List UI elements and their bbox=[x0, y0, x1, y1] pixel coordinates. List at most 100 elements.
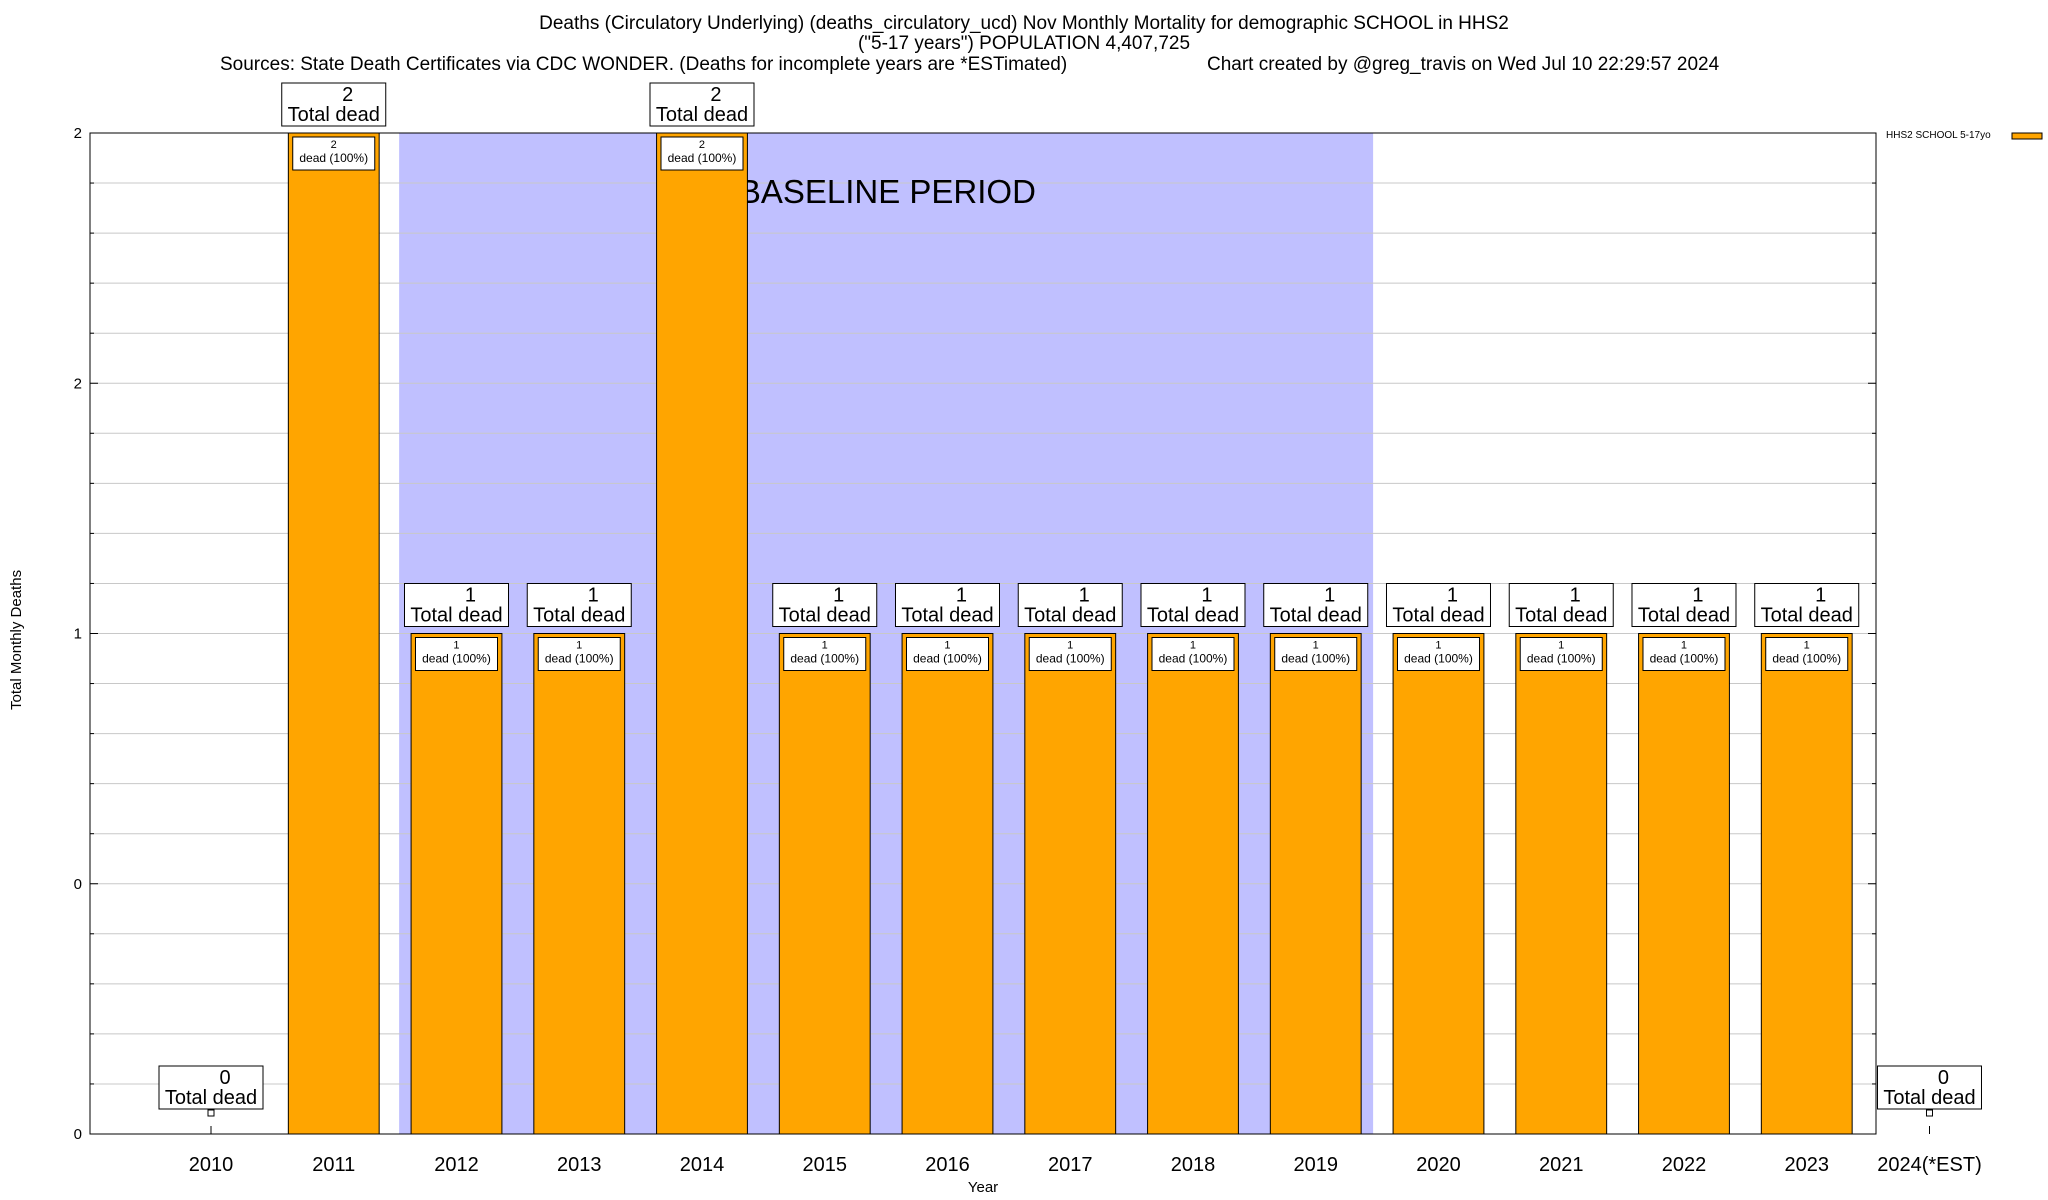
bar-data-label: dead (100%) bbox=[545, 652, 614, 666]
bar-data-label-box bbox=[1642, 637, 1726, 671]
total-label-box bbox=[1140, 583, 1246, 627]
bar bbox=[1515, 633, 1608, 1135]
baseline-period-label: BASELINE PERIOD bbox=[739, 173, 1036, 210]
x-tick-label: 2020 bbox=[1416, 1154, 1461, 1176]
bar-data-label: 1 bbox=[576, 640, 582, 652]
total-label-value: 1 bbox=[1570, 585, 1581, 607]
y-tick-label: 1 bbox=[74, 626, 82, 643]
bar bbox=[287, 132, 380, 1135]
bar bbox=[410, 633, 503, 1135]
total-label-box bbox=[772, 583, 878, 627]
x-tick-label: 2013 bbox=[557, 1154, 602, 1176]
x-tick-label: 2019 bbox=[1293, 1154, 1338, 1176]
total-label-text: Total dead bbox=[779, 605, 871, 627]
zero-marker bbox=[207, 1109, 215, 1117]
x-tick-label: 2022 bbox=[1662, 1154, 1707, 1176]
bar-data-label-box bbox=[660, 136, 744, 171]
y-tick-label: 2 bbox=[74, 125, 82, 142]
bar-data-label-box bbox=[414, 637, 498, 671]
total-label-box bbox=[1263, 583, 1369, 627]
total-label-text: Total dead bbox=[656, 104, 748, 126]
total-label-text: Total dead bbox=[1392, 605, 1484, 627]
total-label-value: 0 bbox=[1938, 1067, 1949, 1089]
total-label-box bbox=[1631, 583, 1737, 627]
bar-data-label: 1 bbox=[1681, 640, 1687, 652]
total-label-text: Total dead bbox=[410, 605, 502, 627]
x-tick-label: 2024(*EST) bbox=[1877, 1154, 1982, 1176]
y-tick-label: 2 bbox=[74, 375, 82, 392]
total-label-box bbox=[403, 583, 509, 627]
x-axis-label: Year bbox=[967, 1179, 999, 1196]
total-label-box bbox=[1385, 583, 1491, 627]
bar-data-label: dead (100%) bbox=[790, 652, 859, 666]
total-label-value: 2 bbox=[342, 84, 353, 106]
bar-data-label: dead (100%) bbox=[299, 151, 368, 165]
x-tick-label: 2012 bbox=[434, 1154, 479, 1176]
total-label-text: Total dead bbox=[1270, 605, 1362, 627]
bar-data-label: dead (100%) bbox=[1036, 652, 1105, 666]
legend-label: HHS2 SCHOOL 5-17yo bbox=[1886, 130, 1991, 141]
total-label-value: 1 bbox=[1324, 585, 1335, 607]
bar-data-label: dead (100%) bbox=[1281, 652, 1350, 666]
bar-data-label: dead (100%) bbox=[1159, 652, 1228, 666]
total-label-text: Total dead bbox=[288, 104, 380, 126]
chart-credit: Chart created by @greg_travis on Wed Jul… bbox=[1207, 54, 1720, 75]
bar-data-label: 1 bbox=[1190, 640, 1196, 652]
bar-data-label: dead (100%) bbox=[1527, 652, 1596, 666]
bar-data-label-box bbox=[1274, 637, 1358, 671]
total-label-text: Total dead bbox=[1883, 1087, 1975, 1109]
bar-data-label-box bbox=[1151, 637, 1235, 671]
total-label-value: 1 bbox=[956, 585, 967, 607]
total-label-box bbox=[526, 583, 632, 627]
bar bbox=[1147, 633, 1239, 1135]
bar-data-label-box bbox=[537, 637, 621, 671]
bar-data-label: dead (100%) bbox=[1772, 652, 1841, 666]
total-label-text: Total dead bbox=[901, 605, 993, 627]
bar bbox=[1760, 633, 1853, 1135]
bar-data-label-box bbox=[1519, 637, 1603, 671]
x-tick-label: 2014 bbox=[680, 1154, 725, 1176]
chart-sources: Sources: State Death Certificates via CD… bbox=[220, 54, 1068, 75]
bar-data-label-box bbox=[905, 637, 989, 671]
bar bbox=[533, 633, 626, 1135]
x-tick-label: 2021 bbox=[1539, 1154, 1584, 1176]
chart-title-line2: ("5-17 years") POPULATION 4,407,725 bbox=[857, 33, 1191, 54]
bar-data-label-box bbox=[783, 637, 867, 671]
bar bbox=[1638, 633, 1730, 1135]
total-label-box bbox=[281, 82, 387, 127]
total-label-value: 2 bbox=[710, 84, 721, 106]
chart-title-line1: Deaths (Circulatory Underlying) (deaths_… bbox=[539, 13, 1509, 34]
bar bbox=[1024, 633, 1117, 1135]
total-label-box bbox=[649, 82, 755, 127]
bar bbox=[1392, 633, 1485, 1135]
total-label-value: 1 bbox=[833, 585, 844, 607]
bar-data-label: 1 bbox=[822, 640, 828, 652]
bar-data-label: dead (100%) bbox=[913, 652, 982, 666]
total-label-value: 1 bbox=[1815, 585, 1826, 607]
total-label-box bbox=[1017, 583, 1123, 627]
legend-swatch bbox=[2011, 132, 2043, 140]
x-tick-label: 2010 bbox=[189, 1154, 234, 1176]
bar bbox=[1269, 633, 1362, 1135]
bar-data-label: dead (100%) bbox=[422, 652, 491, 666]
bar-data-label-box bbox=[292, 136, 376, 171]
total-label-text: Total dead bbox=[165, 1087, 257, 1109]
total-label-text: Total dead bbox=[1024, 605, 1116, 627]
total-label-value: 1 bbox=[1201, 585, 1212, 607]
total-label-box bbox=[1508, 583, 1614, 627]
y-tick-label: 0 bbox=[74, 876, 82, 893]
x-tick-label: 2018 bbox=[1171, 1154, 1216, 1176]
total-label-value: 1 bbox=[1692, 585, 1703, 607]
zero-marker bbox=[1925, 1109, 1933, 1117]
bar bbox=[778, 633, 871, 1135]
total-label-text: Total dead bbox=[1638, 605, 1730, 627]
bar-data-label: 1 bbox=[1558, 640, 1564, 652]
total-label-value: 1 bbox=[1079, 585, 1090, 607]
x-tick-label: 2011 bbox=[312, 1154, 355, 1176]
total-label-text: Total dead bbox=[1761, 605, 1853, 627]
total-label-box bbox=[1876, 1065, 1982, 1110]
bar-data-label: 1 bbox=[944, 640, 950, 652]
total-label-value: 1 bbox=[465, 585, 476, 607]
bar-data-label: 1 bbox=[1067, 640, 1073, 652]
